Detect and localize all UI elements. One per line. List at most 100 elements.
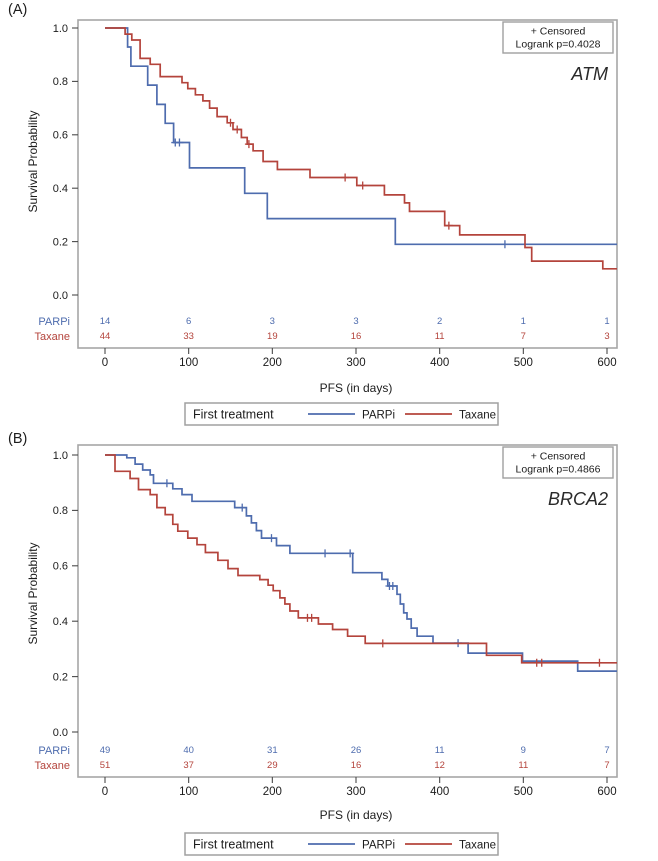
censor-mark: [388, 582, 397, 591]
censor-mark: [358, 181, 367, 190]
x-tick-label: 400: [430, 357, 449, 369]
at-risk-value: 31: [267, 745, 278, 756]
x-tick-label: 0: [102, 786, 108, 798]
at-risk-value: 49: [100, 745, 111, 756]
y-tick-label: 0.4: [53, 616, 68, 628]
gene-label: ATM: [570, 64, 608, 84]
x-axis-title: PFS (in days): [320, 808, 393, 822]
censor-mark: [233, 125, 242, 134]
censor-mark: [162, 479, 171, 488]
legend-entry-label: PARPi: [362, 840, 395, 852]
at-risk-value: 7: [604, 760, 609, 771]
censored-label: + Censored: [531, 26, 586, 38]
censor-mark: [267, 534, 276, 543]
at-risk-value: 7: [604, 745, 609, 756]
at-risk-value: 14: [100, 316, 111, 327]
censor-mark: [378, 639, 387, 648]
at-risk-value: 26: [351, 745, 362, 756]
at-risk-value: 3: [604, 331, 609, 342]
legend-title: First treatment: [193, 408, 274, 422]
censor-mark: [346, 549, 355, 558]
at-risk-value: 11: [435, 745, 445, 756]
at-risk-row-label: Taxane: [35, 331, 70, 343]
stats-box: [502, 446, 614, 479]
censor-mark: [444, 221, 453, 230]
at-risk-value: 2: [437, 316, 442, 327]
at-risk-value: 16: [351, 760, 362, 771]
at-risk-value: 16: [351, 331, 362, 342]
x-tick-label: 100: [179, 786, 198, 798]
logrank-label: Logrank p=0.4866: [516, 464, 601, 476]
at-risk-value: 12: [434, 760, 445, 771]
y-tick-label: 0.6: [53, 561, 68, 573]
at-risk-value: 7: [521, 331, 526, 342]
at-risk-row-label: PARPi: [38, 316, 70, 328]
km-plot-panel-a: (A) 1.0 0.8 0.6 0.4 0.2 0.0 0 100 200 300 400 500 600…: [8, 2, 618, 426]
x-tick-label: 300: [346, 786, 365, 798]
y-tick-label: 1.0: [53, 23, 68, 35]
censor-mark: [500, 240, 509, 249]
plot-frame: [77, 19, 618, 349]
at-risk-value: 3: [270, 316, 275, 327]
at-risk-value: 1: [604, 316, 609, 327]
legend-entry-label: Taxane: [459, 840, 496, 852]
taxane-curve: [105, 454, 617, 664]
at-risk-value: 19: [267, 331, 278, 342]
at-risk-value: 9: [521, 745, 526, 756]
at-risk-value: 6: [186, 316, 191, 327]
censor-mark: [537, 658, 546, 667]
logrank-label: Logrank p=0.4028: [516, 39, 601, 51]
y-tick-label: 0.2: [53, 236, 68, 248]
at-risk-value: 11: [518, 760, 528, 771]
legend-entry-label: Taxane: [459, 410, 496, 422]
plot-frame: [77, 444, 618, 778]
at-risk-value: 44: [100, 331, 111, 342]
x-tick-label: 500: [514, 357, 533, 369]
y-tick-label: 0.6: [53, 130, 68, 142]
x-tick-label: 600: [597, 786, 616, 798]
y-tick-label: 0.4: [53, 183, 68, 195]
censor-mark: [238, 503, 247, 512]
x-tick-label: 200: [263, 357, 282, 369]
x-tick-label: 0: [102, 357, 108, 369]
y-tick-label: 0.8: [53, 76, 68, 88]
parpi-curve: [105, 27, 617, 246]
taxane-curve: [105, 27, 617, 270]
at-risk-value: 11: [435, 331, 445, 342]
y-tick-label: 0.2: [53, 671, 68, 683]
parpi-curve: [105, 454, 617, 672]
legend-title: First treatment: [193, 838, 274, 852]
at-risk-value: 1: [521, 316, 526, 327]
y-tick-label: 0.0: [53, 727, 68, 739]
km-plot-panel-b: (B) 1.0 0.8 0.6 0.4 0.2 0.0 0 100 200 300 400 500 600…: [8, 431, 618, 856]
censor-mark: [307, 613, 316, 622]
at-risk-value: 51: [100, 760, 111, 771]
at-risk-value: 40: [183, 745, 194, 756]
x-tick-label: 400: [430, 786, 449, 798]
at-risk-row-label: Taxane: [35, 760, 70, 772]
y-axis-title: Survival Probability: [26, 110, 40, 212]
at-risk-value: 3: [353, 316, 358, 327]
at-risk-value: 37: [183, 760, 194, 771]
y-tick-label: 0.0: [53, 290, 68, 302]
censored-label: + Censored: [531, 451, 586, 463]
at-risk-value: 33: [183, 331, 194, 342]
y-tick-label: 1.0: [53, 450, 68, 462]
panel-label: (A): [8, 2, 27, 18]
panel-label: (B): [8, 431, 27, 447]
x-tick-label: 500: [514, 786, 533, 798]
x-tick-label: 300: [346, 357, 365, 369]
x-tick-label: 200: [263, 786, 282, 798]
x-tick-label: 100: [179, 357, 198, 369]
at-risk-row-label: PARPi: [38, 745, 70, 757]
censor-mark: [595, 658, 604, 667]
stats-box: [502, 21, 614, 54]
gene-label: BRCA2: [548, 489, 608, 509]
censor-mark: [244, 140, 253, 149]
censor-mark: [321, 549, 330, 558]
censor-mark: [175, 138, 184, 147]
x-tick-label: 600: [597, 357, 616, 369]
y-tick-label: 0.8: [53, 505, 68, 517]
censor-mark: [226, 118, 235, 127]
